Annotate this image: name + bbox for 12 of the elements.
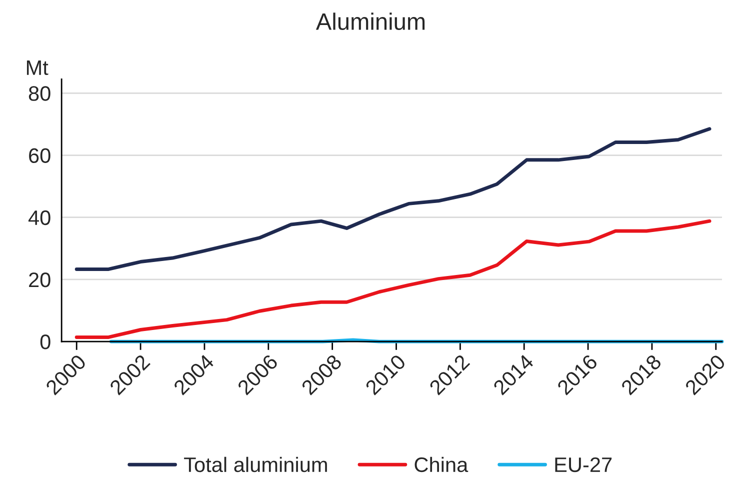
y-tick-label: 60 xyxy=(29,148,50,164)
y-tick-label: 80 xyxy=(28,86,50,101)
y-tick-label: 20 xyxy=(29,272,50,288)
y-axis-title: Mt xyxy=(26,60,48,76)
line-series xyxy=(74,219,712,339)
y-tick-label: 40 xyxy=(28,210,50,226)
chart-title: Aluminium xyxy=(316,12,425,30)
y-tick-label: 0 xyxy=(40,334,50,350)
legend-label: China xyxy=(414,456,468,472)
legend-label: EU-27 xyxy=(555,457,612,472)
legend-label: Total aluminium xyxy=(184,456,327,472)
line-series xyxy=(74,127,712,271)
